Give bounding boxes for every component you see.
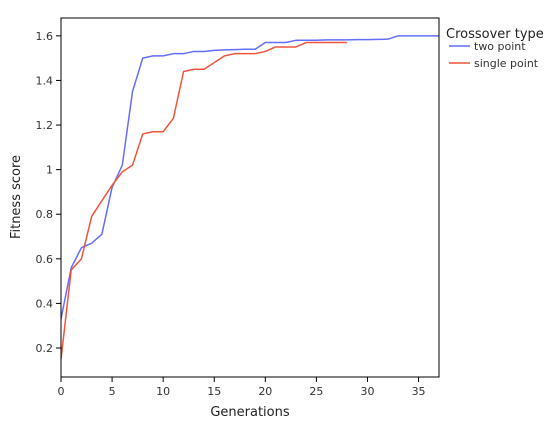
legend-item-single-point[interactable]: single point [449,57,539,70]
x-axis-title: Generations [210,405,290,420]
y-tick-label: 1.2 [36,119,54,132]
x-axis-ticks: 0 5 10 15 20 25 30 35 [58,377,426,398]
legend-item-two-point[interactable]: two point [449,40,526,53]
y-tick-label: 0.8 [36,208,54,221]
x-tick-label: 0 [58,385,65,398]
x-tick-label: 35 [412,385,426,398]
x-tick-label: 20 [258,385,272,398]
legend[interactable]: Crossover type two point single point [446,27,544,70]
y-axis-ticks: 0.2 0.4 0.6 0.8 1 1.2 1.4 1.6 [36,30,61,355]
y-axis-title: Fitness score [9,155,24,239]
y-tick-label: 1.6 [36,30,54,43]
x-tick-label: 30 [360,385,374,398]
y-tick-label: 1.4 [36,74,54,87]
x-tick-label: 15 [207,385,221,398]
plot-area-frame [60,17,440,378]
legend-title: Crossover type [446,27,544,42]
x-tick-label: 25 [309,385,323,398]
legend-label: two point [474,40,526,53]
legend-items: two point single point [449,40,539,70]
series-line-single-point[interactable] [61,41,348,360]
y-tick-label: 0.6 [36,253,54,266]
series-layer [61,35,439,360]
y-tick-label: 0.4 [36,297,54,310]
y-tick-label: 0.2 [36,342,54,355]
x-tick-label: 5 [109,385,116,398]
legend-label: single point [474,57,539,70]
y-tick-label: 1 [46,164,53,177]
x-tick-label: 10 [156,385,170,398]
series-line-two-point[interactable] [61,35,439,320]
